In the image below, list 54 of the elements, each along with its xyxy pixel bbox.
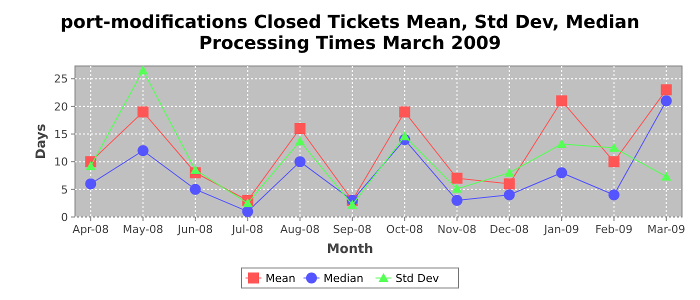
point — [190, 164, 200, 174]
point — [295, 136, 306, 146]
point — [85, 178, 96, 190]
point — [556, 95, 568, 106]
point — [660, 95, 672, 106]
y-tick-label: 15 — [54, 128, 68, 142]
point — [294, 123, 306, 134]
x-axis-title: Month — [326, 242, 374, 257]
point — [660, 84, 672, 96]
chart-title: port-modifications Closed Tickets Mean, Std Dev, Median Processing Times March 2009 — [60, 12, 640, 54]
x-tick-label: Nov-08 — [437, 223, 477, 236]
x-tick-label: Sep-08 — [332, 223, 372, 236]
x-tick-label: Apr-08 — [72, 223, 109, 236]
point — [400, 131, 410, 140]
legend-label: Std Dev — [396, 272, 440, 285]
x-tick-label: May-08 — [122, 223, 164, 236]
x-tick-label: Feb-09 — [595, 223, 633, 236]
point — [451, 194, 462, 206]
point — [556, 167, 568, 178]
point — [242, 198, 253, 208]
point — [86, 161, 96, 170]
point — [242, 206, 254, 217]
point — [452, 184, 462, 193]
point — [190, 184, 201, 195]
point — [138, 145, 149, 156]
y-tick-label: 5 — [61, 183, 68, 196]
point — [138, 65, 148, 74]
x-tick-label: Jan-09 — [543, 223, 580, 236]
point — [556, 138, 567, 148]
legend-label: Mean — [266, 272, 296, 285]
x-tick-label: Jun-08 — [176, 223, 213, 236]
y-tick-label: 0 — [61, 211, 68, 224]
point — [661, 172, 672, 181]
x-tick-label: Oct-08 — [386, 223, 424, 236]
point — [504, 178, 515, 190]
point — [347, 200, 358, 209]
point — [608, 189, 620, 200]
y-tick-label: 10 — [54, 156, 68, 169]
x-tick-label: Dec-08 — [490, 223, 529, 236]
point — [451, 172, 462, 184]
point — [294, 156, 306, 168]
point — [504, 189, 515, 200]
x-tick-label: Jul-08 — [231, 223, 264, 236]
point — [608, 156, 620, 168]
point — [504, 168, 514, 177]
legend-label: Median — [324, 272, 364, 285]
point — [608, 142, 619, 152]
y-axis-title: Days — [34, 124, 49, 160]
y-tick-label: 25 — [54, 72, 68, 86]
x-tick-label: Mar-09 — [647, 223, 686, 236]
point — [138, 106, 149, 118]
x-tick-label: Aug-08 — [280, 223, 320, 236]
point — [399, 106, 410, 118]
y-tick-label: 20 — [54, 100, 68, 114]
